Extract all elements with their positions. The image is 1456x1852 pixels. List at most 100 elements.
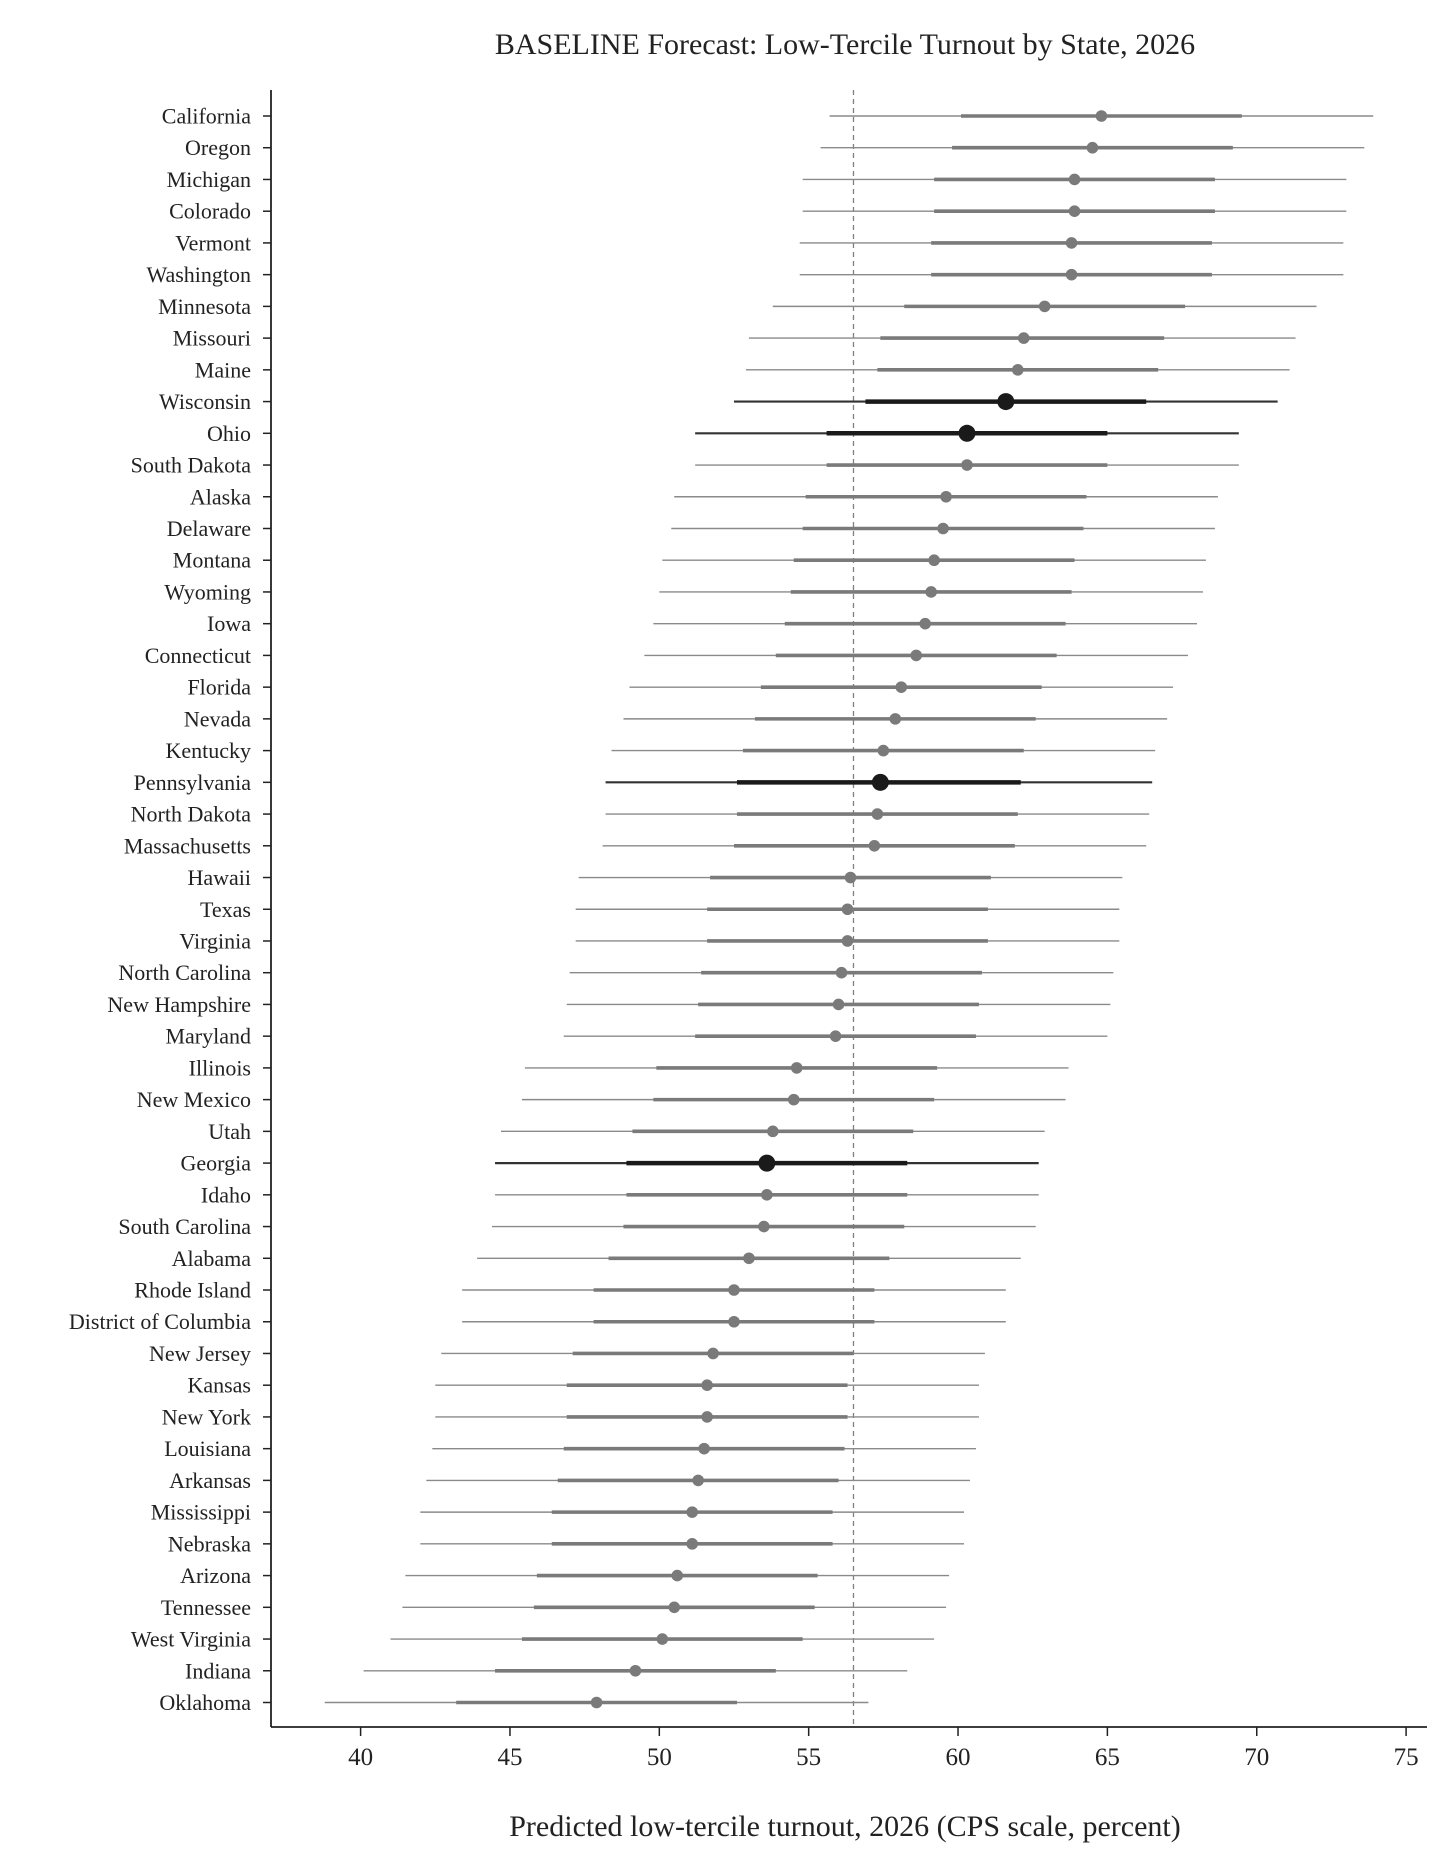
point-estimate (1011, 364, 1024, 376)
state-row (644, 649, 1189, 662)
y-tick-label: Minnesota (158, 294, 251, 319)
state-row (802, 173, 1347, 186)
y-tick-label: Delaware (167, 516, 251, 541)
point-estimate (919, 617, 931, 630)
point-estimate (686, 1538, 698, 1550)
y-tick-label: South Carolina (118, 1214, 251, 1239)
y-tick-label: Iowa (207, 611, 251, 636)
state-row (629, 681, 1174, 693)
state-row (432, 1442, 976, 1455)
state-row (695, 459, 1239, 471)
state-row (420, 1506, 965, 1518)
state-row (495, 1189, 1039, 1201)
chart-title: BASELINE Forecast: Low-Tercile Turnout b… (495, 28, 1195, 61)
point-estimate (590, 1696, 603, 1709)
state-row (563, 1030, 1108, 1042)
point-estimate (728, 1284, 740, 1296)
x-tick-label: 65 (1095, 1744, 1120, 1771)
y-tick-label: Wisconsin (159, 389, 251, 414)
point-estimate (868, 839, 881, 852)
y-tick-label: Montana (173, 548, 251, 573)
point-estimate (758, 1220, 770, 1233)
y-tick-label: Rhode Island (134, 1278, 251, 1303)
state-row (521, 1093, 1066, 1106)
y-tick-label: Idaho (201, 1182, 251, 1207)
y-tick-label: Florida (187, 675, 251, 700)
plot-area (324, 90, 1374, 1727)
y-tick-label: Texas (200, 897, 251, 922)
y-tick-label: North Carolina (118, 960, 251, 985)
state-row (772, 300, 1317, 313)
y-tick-label: South Dakota (131, 453, 252, 478)
y-tick-label: Maine (195, 357, 251, 382)
state-row (623, 713, 1168, 725)
y-tick-label: Virginia (179, 928, 251, 953)
y-tick-label: Georgia (181, 1151, 252, 1176)
point-estimate (790, 1062, 803, 1074)
y-tick-label: Arizona (180, 1563, 251, 1588)
y-tick-label: New Jersey (149, 1341, 251, 1366)
state-row (405, 1569, 950, 1582)
state-row (745, 364, 1290, 376)
x-axis-title: Predicted low-tercile turnout, 2026 (CPS… (509, 1810, 1180, 1843)
y-tick-label: Arkansas (169, 1468, 251, 1493)
x-tick-label: 60 (946, 1744, 971, 1771)
point-estimate (844, 871, 857, 884)
state-row (695, 424, 1239, 442)
x-tick-label: 40 (348, 1744, 373, 1771)
state-row (575, 903, 1120, 916)
point-estimate (701, 1411, 713, 1423)
state-row (462, 1315, 1006, 1328)
point-estimate (1086, 141, 1099, 154)
x-tick-label: 55 (796, 1744, 821, 1771)
point-estimate (707, 1347, 719, 1360)
y-tick-label: Michigan (167, 167, 251, 192)
y-tick-label: Missouri (173, 326, 251, 351)
state-row (477, 1252, 1021, 1265)
point-estimate (761, 1189, 773, 1201)
y-tick-label: Mississippi (151, 1500, 251, 1525)
point-estimate (686, 1506, 698, 1518)
y-tick-label: New Mexico (137, 1087, 251, 1112)
y-tick-label: Indiana (185, 1658, 251, 1683)
axis-ticks: California Oregon Michigan Colorado Vermont W… (69, 90, 1427, 1771)
y-tick-label: Nevada (184, 706, 251, 731)
point-estimate (925, 586, 937, 598)
point-estimate (1017, 332, 1030, 344)
y-tick-label: California (162, 104, 251, 129)
point-estimate (928, 554, 940, 567)
state-row (441, 1347, 985, 1360)
y-tick-label: Colorado (169, 199, 251, 224)
y-tick-label: Tennessee (161, 1595, 251, 1620)
y-tick-label: Hawaii (187, 865, 251, 890)
state-row (426, 1474, 970, 1487)
y-tick-label: Alaska (190, 484, 251, 509)
state-row (829, 110, 1374, 122)
y-tick-label: Vermont (175, 230, 251, 255)
x-tick-label: 50 (647, 1744, 672, 1771)
point-estimate (656, 1633, 669, 1645)
y-tick-label: Illinois (189, 1055, 251, 1080)
point-estimate (940, 490, 952, 503)
y-tick-label: Washington (146, 262, 251, 287)
point-estimate (1065, 268, 1078, 281)
point-estimate (668, 1601, 681, 1614)
point-estimate (728, 1315, 740, 1328)
y-tick-label: North Dakota (131, 802, 252, 827)
state-row (501, 1125, 1045, 1138)
point-estimate (787, 1093, 800, 1106)
state-row (802, 205, 1347, 217)
point-estimate (671, 1569, 684, 1582)
point-estimate (937, 522, 949, 535)
point-estimate (692, 1474, 704, 1487)
state-row (659, 586, 1203, 598)
y-tick-label: Kansas (187, 1373, 251, 1398)
y-tick-label: New York (162, 1404, 251, 1429)
point-estimate (701, 1379, 713, 1391)
point-estimate (1068, 205, 1081, 217)
y-tick-label: Ohio (207, 421, 251, 446)
x-tick-label: 45 (497, 1744, 522, 1771)
point-estimate (871, 808, 884, 820)
state-row (462, 1284, 1006, 1296)
